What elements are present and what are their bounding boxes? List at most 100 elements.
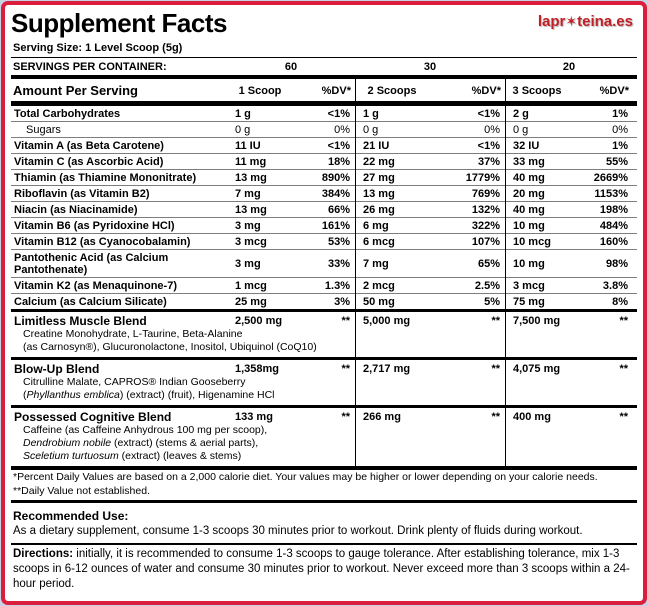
amount-value: 26 mg [363,204,395,216]
amount-value: 32 IU [513,140,540,152]
blend-header-row: Blow-Up Blend 1,358mg ** 2,717 mg ** 4,075 mg… [11,362,637,376]
dv-value: ** [491,315,500,327]
dv-value: 1153% [594,188,628,200]
ingredient-text: (as Carnosyn®), Glucuronolactone, Inosit… [23,341,317,353]
section-divider [11,75,637,79]
blend-row: Blow-Up Blend 1,358mg ** 2,717 mg ** 4,075 mg… [11,357,637,405]
amount-value: 133 mg [235,411,273,423]
ingredient-text: Caffeine (as Caffeine Anhydrous 100 mg p… [23,424,268,436]
amount-value: 1,358mg [235,363,280,375]
facts-table: Amount Per Serving 1 Scoop %DV* 2 Scoops… [11,79,637,466]
nutrient-name: Total Carbohydrates [14,108,121,120]
dv-value: ** [491,363,500,375]
blend-ingredients-line: Citrulline Malate, CAPROS® Indian Gooseb… [11,376,355,389]
amount-value: 7 mg [363,258,389,270]
amount-value: 10 mcg [513,236,551,248]
dv-value: 66% [327,204,350,216]
dv-value: 1% [612,140,628,152]
amount-value: 13 mg [235,172,267,184]
blend-ingredients-line: Dendrobium nobile (extract) (stems & aer… [11,437,355,450]
amount-value: 11 mg [235,156,267,168]
table-row: Total Carbohydrates 1 g <1% 1 g <1% 2 g 1% [11,106,637,121]
section-divider [11,466,637,470]
ingredient-text: Creatine Monohydrate, L-Taurine, Beta-Al… [23,328,243,340]
table-row: Thiamin (as Thiamine Mononitrate) 13 mg 89… [11,169,637,185]
dv-value: <1% [327,140,350,152]
servings-label: SERVINGS PER CONTAINER: [13,61,167,73]
amount-value: 7 mg [235,188,261,200]
dv-value: 18% [327,156,350,168]
table-row: Vitamin K2 (as Menaquinone-7) 1 mcg 1.3% 2 … [11,277,637,293]
dv-value: ** [341,315,350,327]
amount-value: 266 mg [363,411,401,423]
dv-value: ** [619,363,628,375]
logo-text-pre: lapr [537,13,566,30]
logo-text-post: teina.es [577,13,633,30]
amount-value: 27 mg [363,172,395,184]
footnote-not-established: **Daily Value not established. [13,485,150,497]
species-name: Phyllanthus emblica [26,389,120,401]
table-row: Riboflavin (as Vitamin B2) 7 mg 384% 13 mg 7… [11,185,637,201]
star-icon: ✶ [565,13,578,29]
page-title: Supplement Facts [11,8,227,38]
servings-per-container-row: SERVINGS PER CONTAINER: 60 30 20 [11,57,637,75]
dv-value: 2669% [593,172,628,184]
dv-value: 3.8% [602,280,628,292]
amount-value: 2,500 mg [235,315,283,327]
amount-value: 2,717 mg [363,363,411,375]
amount-value: 2 mcg [363,280,395,292]
dv-value: 1% [612,108,628,120]
nutrient-name: Vitamin B12 (as Cyanocobalamin) [14,236,191,248]
amount-value: 25 mg [235,296,267,308]
directions-label: Directions: [13,548,74,560]
amount-value: 75 mg [513,296,545,308]
col-header-dv-3: %DV* [599,84,629,97]
dv-value: 160% [599,236,628,248]
nutrient-name: Niacin (as Niacinamide) [14,204,138,216]
amount-value: 40 mg [513,204,545,216]
section-divider [11,101,637,106]
dv-value: 0% [334,124,350,136]
ingredient-text: (extract) (leaves & stems) [118,450,242,462]
recommended-use-section: Recommended Use: As a dietary supplement… [11,505,637,540]
nutrient-rows: Total Carbohydrates 1 g <1% 1 g <1% 2 g 1% Suga… [11,106,637,309]
nutrient-name: Calcium (as Calcium Silicate) [14,296,167,308]
nutrient-name: Vitamin A (as Beta Carotene) [14,140,164,152]
table-row: Vitamin C (as Ascorbic Acid) 11 mg 18% 22 m… [11,153,637,169]
dv-value: 161% [321,220,350,232]
amount-value: 0 g [235,124,251,136]
amount-value: 6 mcg [363,236,395,248]
dv-value: ** [619,411,628,423]
species-name: Dendrobium nobile [23,437,112,449]
table-row: Vitamin B12 (as Cyanocobalamin) 3 mcg 53% 6… [11,233,637,249]
dv-value: 1.3% [324,280,350,292]
amount-value: 3 mg [235,220,261,232]
amount-value: 0 g [363,124,379,136]
table-row: Vitamin A (as Beta Carotene) 11 IU <1% 21 I… [11,137,637,153]
table-header-row: Amount Per Serving 1 Scoop %DV* 2 Scoops… [11,79,637,101]
amount-value: 6 mg [363,220,389,232]
dv-value: <1% [477,140,500,152]
dv-value: 322% [471,220,500,232]
blend-header-row: Possessed Cognitive Blend 133 mg ** 266 mg *… [11,410,637,424]
column-divider [355,79,356,466]
amount-value: 10 mg [513,220,545,232]
col-header-dv-2: %DV* [471,84,501,97]
blend-row: Possessed Cognitive Blend 133 mg ** 266 mg *… [11,405,637,466]
dv-value: 107% [471,236,500,248]
ingredient-text: (extract) (stems & aerial parts), [111,437,259,449]
dv-value: ** [341,411,350,423]
dv-value: 37% [477,156,500,168]
amount-value: 33 mg [513,156,545,168]
dv-value: 65% [477,258,500,270]
dv-value: ** [491,411,500,423]
col-header-dv-1: %DV* [321,84,351,97]
dv-value: <1% [477,108,500,120]
blend-name: Possessed Cognitive Blend [14,410,172,424]
blend-ingredients-line: Caffeine (as Caffeine Anhydrous 100 mg p… [11,424,355,437]
label-header: Supplement Facts lapr✶teina.es [11,8,637,41]
table-row: Niacin (as Niacinamide) 13 mg 66% 26 mg 132%… [11,201,637,217]
laproteina-logo: lapr✶teina.es [538,13,633,30]
dv-value: 8% [612,296,628,308]
dv-value: 53% [327,236,350,248]
